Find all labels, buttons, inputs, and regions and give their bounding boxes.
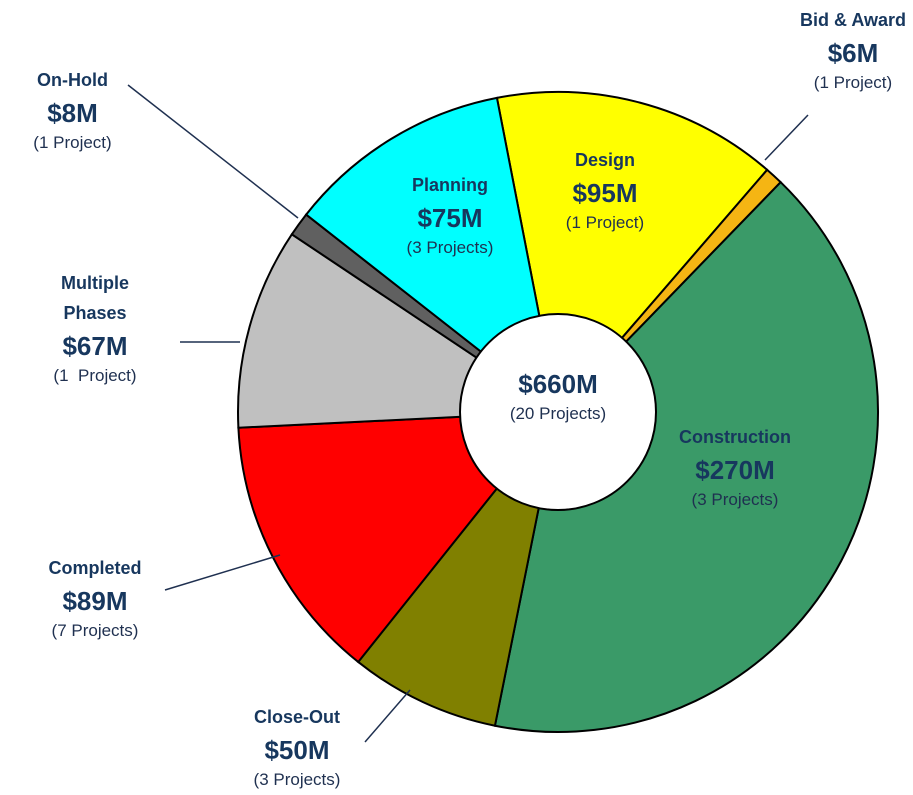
leader-lines [127, 84, 809, 743]
slice-label: Bid & Award $6M (1 Project) [778, 5, 913, 95]
slice-detail: (3 Projects) [406, 238, 494, 257]
center-value: $660M [518, 369, 598, 399]
slice-name: Completed [48, 558, 142, 578]
slice-value: $95M [572, 178, 638, 208]
slice-name: Close-Out [253, 707, 340, 727]
slice-label: On-Hold $8M (1 Project) [0, 65, 145, 155]
slice-label: Completed $89M (7 Projects) [15, 553, 175, 643]
slice-name: Multiple Phases [61, 273, 135, 323]
slice-value: $270M [695, 455, 775, 485]
slice-label: Construction $270M (3 Projects) [645, 422, 825, 512]
slice-detail: (1 Project) [53, 366, 137, 385]
slice-name: Planning [412, 175, 488, 195]
slice-label: Close-Out $50M (3 Projects) [217, 702, 377, 792]
slice [493, 180, 879, 733]
center-label: $660M (20 Projects) [478, 366, 638, 426]
slice-detail: (1 Project) [813, 73, 893, 92]
slice-detail: (1 Project) [565, 213, 645, 232]
donut-hole [459, 313, 657, 511]
slice-value: $75M [417, 203, 483, 233]
leader-line [127, 84, 299, 219]
slice-name: Bid & Award [799, 10, 906, 30]
slice-value: $8M [47, 98, 98, 128]
slice [304, 96, 560, 415]
slice-label: Design $95M (1 Project) [525, 145, 685, 235]
slices [237, 91, 879, 733]
slice-detail: (3 Projects) [691, 490, 779, 509]
slice-detail: (3 Projects) [253, 770, 341, 789]
slice-value: $89M [62, 586, 128, 616]
slice-value: $6M [827, 38, 879, 68]
slice-detail: (1 Project) [33, 133, 112, 152]
slice-label: Multiple Phases $67M (1 Project) [40, 268, 150, 388]
leader-line [164, 554, 281, 591]
slice-name: Design [574, 150, 635, 170]
slice-detail: (7 Projects) [51, 621, 139, 640]
leader-line [364, 689, 411, 743]
slice-value: $67M [62, 331, 128, 361]
slice-name: Construction [679, 427, 791, 447]
slice-label: Planning $75M (3 Projects) [370, 170, 530, 260]
center-detail: (20 Projects) [509, 404, 607, 423]
slice-name: On-Hold [37, 70, 108, 90]
slice-value: $50M [264, 735, 330, 765]
leader-line [764, 114, 809, 161]
